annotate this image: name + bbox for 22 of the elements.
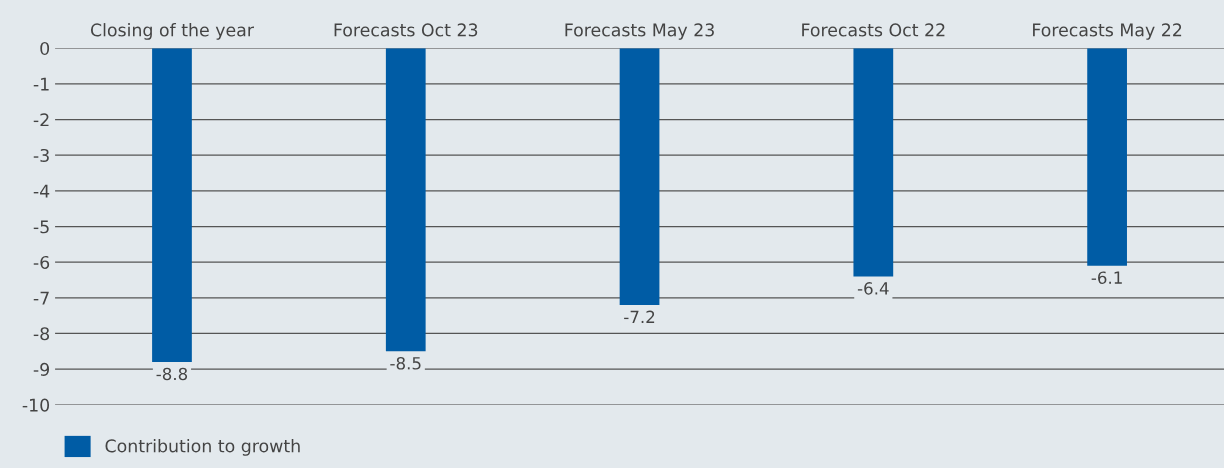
y-tick-label: -1 [33, 77, 49, 91]
data-label: -8.5 [390, 356, 421, 370]
x-tick-label: Closing of the year [90, 23, 254, 40]
y-tick-label: -7 [33, 291, 49, 305]
y-tick-label: -6 [33, 255, 50, 270]
x-tick-label: Forecasts Oct 23 [334, 23, 478, 37]
y-tick-label: -4 [33, 184, 50, 198]
y-tick-label: 0 [40, 41, 50, 56]
y-tick-label: -9 [33, 362, 49, 376]
data-label: -6.1 [1091, 271, 1122, 284]
y-tick-label: -8 [33, 327, 50, 341]
y-tick-label: -5 [33, 220, 49, 234]
y-tick-label: -3 [33, 148, 49, 163]
y-tick-label: -10 [22, 398, 50, 412]
x-tick-label: Forecasts May 22 [1033, 23, 1182, 40]
y-tick-label: -2 [33, 113, 49, 127]
x-tick-label: Forecasts May 23 [565, 23, 714, 40]
data-label: -7.2 [624, 310, 655, 323]
legend-label: Contribution to growth [105, 439, 300, 456]
data-label: -6.4 [857, 282, 889, 295]
data-label: -8.8 [156, 367, 188, 381]
x-tick-label: Forecasts Oct 22 [802, 23, 945, 37]
